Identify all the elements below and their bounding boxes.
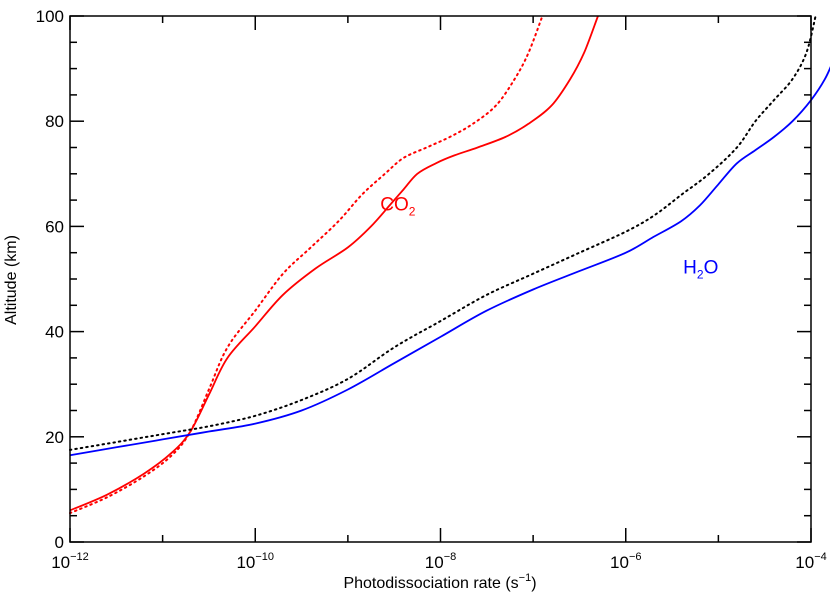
y-tick-label: 0 bbox=[55, 533, 64, 552]
h2o-annotation: H2O bbox=[683, 258, 718, 282]
axis-labels: 0 20 40 60 80 100 10−12 10−10 10−8 10−6 10−4 bbox=[36, 7, 827, 572]
x-tick-label: 10−10 bbox=[236, 551, 274, 572]
y-tick-label: 60 bbox=[45, 217, 64, 236]
plot-frame bbox=[69, 15, 812, 543]
series-layer bbox=[69, 15, 830, 515]
x-tick-label: 10−4 bbox=[795, 551, 826, 572]
series-h2o-solid bbox=[69, 66, 830, 457]
y-tick-label: 20 bbox=[45, 428, 64, 447]
series-h2o-dotted bbox=[69, 15, 817, 451]
x-tick-label: 10−8 bbox=[425, 551, 456, 572]
x-tick-label: 10−12 bbox=[51, 551, 89, 572]
y-tick-label: 100 bbox=[36, 7, 64, 26]
y-tick-label: 80 bbox=[45, 112, 64, 131]
y-tick-label: 40 bbox=[45, 323, 64, 342]
co2-annotation: CO2 bbox=[380, 195, 416, 219]
x-axis-title: Photodissociation rate (s−1) bbox=[343, 572, 536, 592]
series-co2-solid bbox=[69, 15, 599, 512]
x-tick-label: 10−6 bbox=[610, 551, 641, 572]
series-co2-dotted bbox=[69, 15, 544, 515]
y-axis-title: Altitude (km) bbox=[3, 235, 20, 325]
